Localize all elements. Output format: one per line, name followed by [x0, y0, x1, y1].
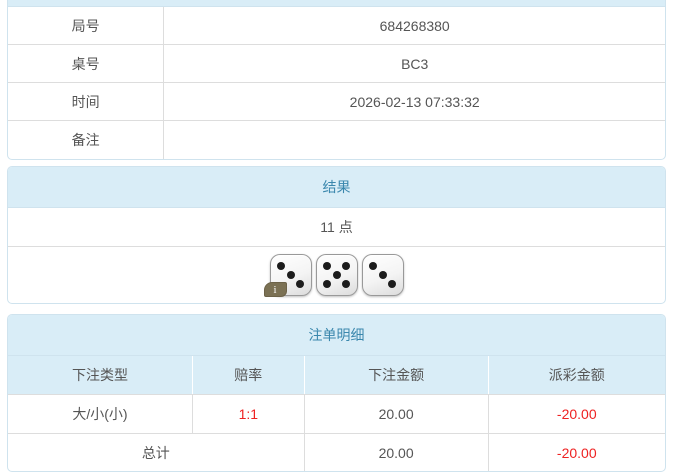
col-odds: 赔率 [191, 356, 304, 394]
round-id-value: 684268380 [379, 17, 450, 34]
col-bet-type: 下注类型 [71, 367, 128, 383]
die-1-icon: i [263, 254, 312, 297]
payout-amount-value: -20.00 [487, 395, 665, 433]
col-bet-amount: 下注金额 [303, 356, 488, 394]
total-label: 总计 [141, 444, 170, 461]
table-row: 桌号 BC3 [8, 45, 665, 83]
game-info-panel: 局号 684268380 桌号 BC3 时间 2026-02-13 07:33:… [7, 0, 666, 160]
total-row: 总计 20.00 -20.00 [8, 433, 665, 471]
total-bet-amount: 20.00 [303, 434, 488, 471]
remark-value [164, 121, 665, 159]
die-3-icon [361, 254, 404, 296]
bet-amount-value: 20.00 [303, 395, 488, 433]
total-payout-amount: -20.00 [487, 434, 665, 471]
time-label: 时间 [8, 83, 165, 120]
game-info-panel-header [8, 0, 665, 7]
bet-table-header-row: 下注类型 赔率 下注金额 派彩金额 [8, 356, 665, 394]
col-payout-amount: 派彩金额 [487, 356, 665, 394]
odds-value: 1:1 [191, 395, 304, 433]
dice-row: i [8, 247, 665, 303]
bet-detail-panel: 注单明细 下注类型 赔率 下注金额 派彩金额 大/小(小) 1:1 20.00 … [7, 314, 666, 472]
result-panel: 结果 11 点 i [7, 166, 666, 304]
remark-label: 备注 [8, 121, 165, 159]
bet-detail-title: 注单明细 [8, 315, 665, 356]
info-icon[interactable]: i [263, 282, 287, 297]
table-row: 时间 2026-02-13 07:33:32 [8, 83, 665, 121]
bet-type-value: 大/小(小) [72, 406, 128, 422]
die-2-icon [315, 254, 358, 296]
table-row: 局号 684268380 [8, 7, 665, 45]
result-points: 11 点 [8, 208, 665, 247]
time-value: 2026-02-13 07:33:32 [349, 93, 480, 110]
round-id-label: 局号 [8, 7, 165, 44]
table-row: 大/小(小) 1:1 20.00 -20.00 [8, 394, 665, 433]
table-id-value: BC3 [401, 55, 429, 72]
table-id-label: 桌号 [8, 45, 165, 82]
result-panel-title: 结果 [8, 167, 665, 208]
table-row: 备注 [8, 121, 665, 159]
